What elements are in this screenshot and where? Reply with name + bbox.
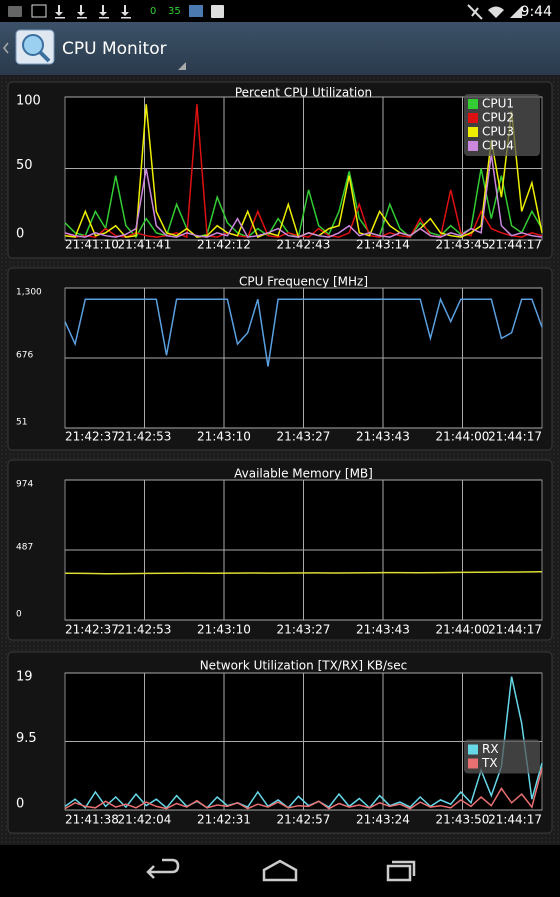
x-tick-label: 21:43:45 xyxy=(436,238,490,252)
x-tick-label: 21:43:24 xyxy=(356,813,410,827)
y-tick-label: 0 xyxy=(16,610,22,620)
chart-title: Network Utilization [TX/RX] KB/sec xyxy=(200,659,408,673)
x-tick-label: 21:44:17 xyxy=(488,238,542,252)
charts: Percent CPU Utilization05010021:41:1021:… xyxy=(7,81,553,834)
x-tick-label: 21:44:00 xyxy=(436,623,490,637)
legend-label: CPU2 xyxy=(482,111,514,125)
y-tick-label: 0 xyxy=(16,227,24,242)
x-tick-label: 21:43:43 xyxy=(356,430,410,444)
legend-label: RX xyxy=(482,742,499,756)
chart-title: Percent CPU Utilization xyxy=(235,86,372,100)
nav-back[interactable] xyxy=(146,858,180,879)
y-tick-label: 51 xyxy=(16,418,27,428)
app-title[interactable]: CPU Monitor xyxy=(62,39,167,59)
x-tick-label: 21:43:27 xyxy=(277,623,331,637)
x-tick-label: 21:42:53 xyxy=(118,430,172,444)
legend-swatch xyxy=(468,99,478,109)
y-tick-label: 676 xyxy=(16,350,33,360)
y-tick-label: 100 xyxy=(16,94,41,109)
spinner-corner xyxy=(178,62,186,70)
y-tick-label: 0 xyxy=(16,797,24,812)
app-bar xyxy=(0,22,560,75)
x-tick-label: 21:43:27 xyxy=(277,430,331,444)
x-tick-label: 21:41:41 xyxy=(118,238,172,252)
x-tick-label: 21:42:53 xyxy=(118,623,172,637)
x-tick-label: 21:43:43 xyxy=(356,623,410,637)
legend-label: CPU1 xyxy=(482,97,514,111)
x-tick-label: 21:41:10 xyxy=(65,238,119,252)
y-tick-label: 9.5 xyxy=(16,731,37,746)
status-icons xyxy=(8,4,522,20)
legend-label: TX xyxy=(481,756,498,770)
status-counter: 35 xyxy=(168,6,181,17)
x-tick-label: 21:42:12 xyxy=(197,238,251,252)
x-tick-label: 21:42:43 xyxy=(277,238,331,252)
legend-label: CPU3 xyxy=(482,125,514,139)
chart-title: Available Memory [MB] xyxy=(234,467,373,481)
x-tick-label: 21:44:17 xyxy=(488,813,542,827)
series-line xyxy=(64,571,543,575)
nav-recents[interactable] xyxy=(386,860,416,882)
legend-box xyxy=(464,94,540,156)
series-line xyxy=(64,296,543,367)
x-tick-label: 21:42:37 xyxy=(65,430,119,444)
x-tick-label: 21:43:14 xyxy=(356,238,410,252)
legend-swatch xyxy=(468,127,478,137)
app-icon[interactable] xyxy=(15,29,55,65)
legend-swatch xyxy=(468,113,478,123)
up-caret[interactable] xyxy=(3,42,9,54)
x-tick-label: 21:43:10 xyxy=(197,430,251,444)
y-tick-label: 50 xyxy=(16,158,33,173)
y-tick-label: 1,300 xyxy=(16,288,42,298)
status-time: 9:44 xyxy=(521,4,553,20)
x-tick-label: 21:44:00 xyxy=(436,430,490,444)
nav-home[interactable] xyxy=(262,859,298,882)
x-tick-label: 21:43:10 xyxy=(197,623,251,637)
x-tick-label: 21:43:50 xyxy=(436,813,490,827)
x-tick-label: 21:44:17 xyxy=(488,430,542,444)
y-tick-label: 487 xyxy=(16,543,33,553)
y-tick-label: 19 xyxy=(16,670,33,685)
x-tick-label: 21:42:37 xyxy=(65,623,119,637)
legend-swatch xyxy=(468,141,478,151)
chart-title: CPU Frequency [MHz] xyxy=(239,275,368,289)
x-tick-label: 21:42:04 xyxy=(118,813,172,827)
status-bar xyxy=(0,0,560,22)
legend-swatch xyxy=(468,744,478,755)
x-tick-label: 21:44:17 xyxy=(488,623,542,637)
legend-swatch xyxy=(468,758,478,769)
status-counter: 0 xyxy=(150,6,156,17)
series-line xyxy=(64,768,543,810)
series-line xyxy=(64,104,543,239)
x-tick-label: 21:41:38 xyxy=(65,813,119,827)
legend-box xyxy=(464,739,540,774)
nav-bar xyxy=(0,845,560,897)
x-tick-label: 21:42:31 xyxy=(197,813,251,827)
x-tick-label: 21:42:57 xyxy=(277,813,331,827)
legend-label: CPU4 xyxy=(482,139,514,153)
y-tick-label: 974 xyxy=(16,480,33,490)
series-line xyxy=(64,154,543,238)
